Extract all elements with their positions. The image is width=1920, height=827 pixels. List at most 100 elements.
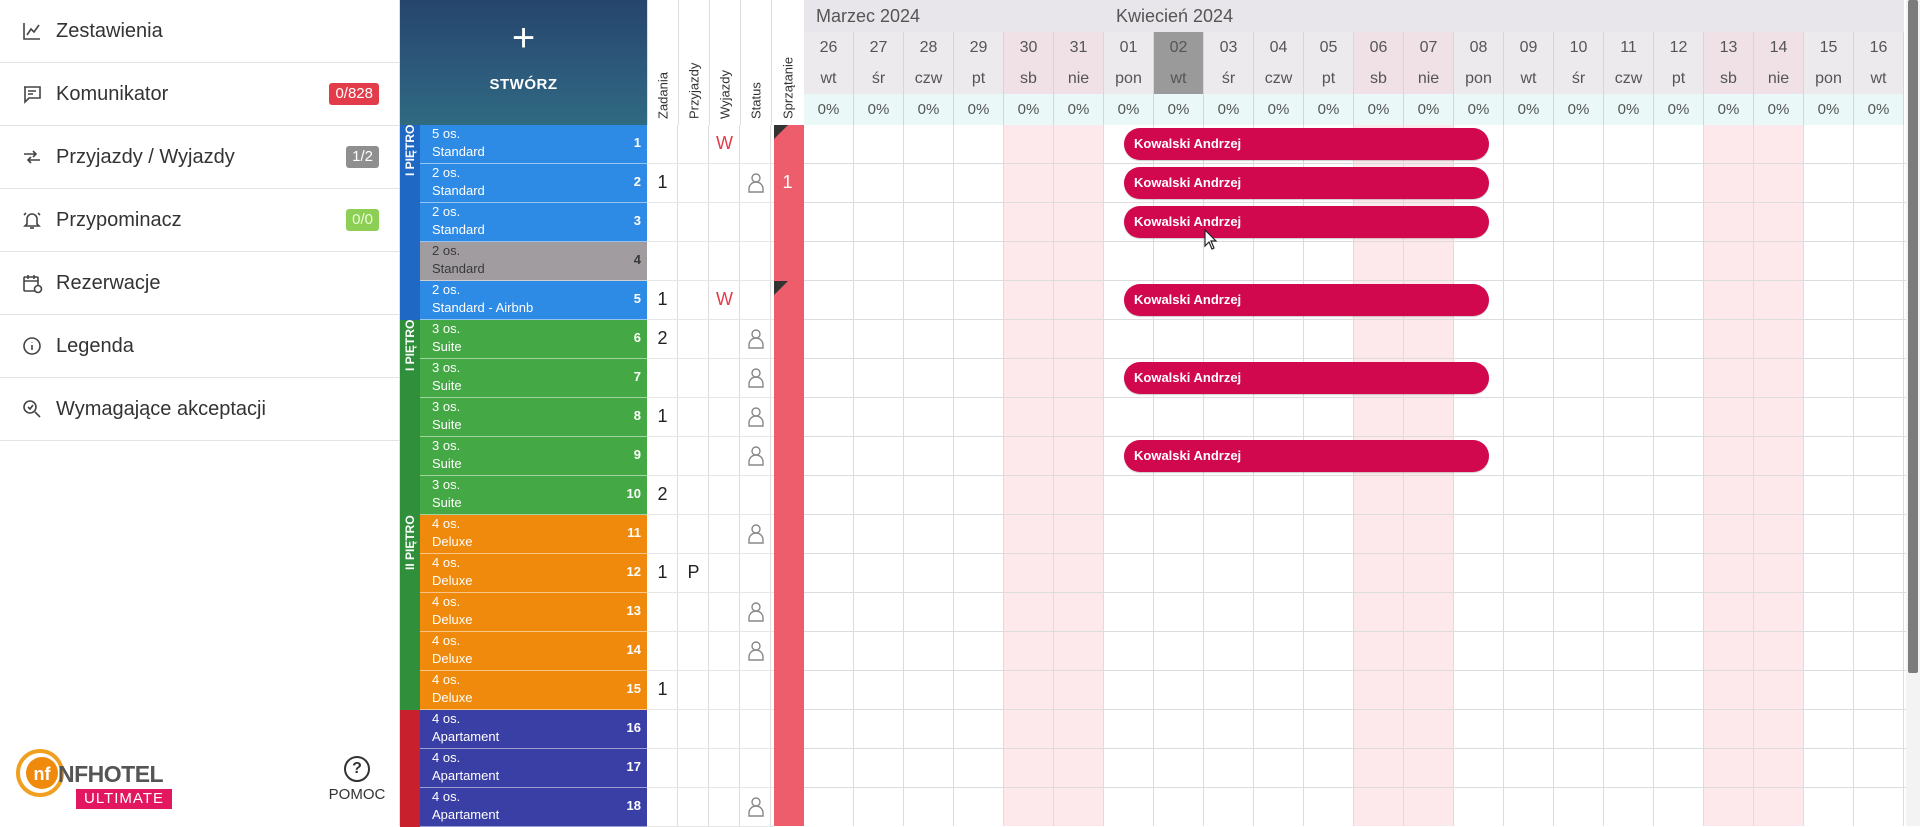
- day-column-header[interactable]: 16 wt 0%: [1854, 32, 1904, 125]
- room-row[interactable]: 4 os. Deluxe 12: [420, 554, 647, 593]
- floor-label: I PIĘTRO: [403, 320, 417, 372]
- room-row[interactable]: 4 os. Apartament 17: [420, 749, 647, 788]
- day-number: 04: [1254, 32, 1303, 63]
- person-icon[interactable]: [740, 601, 771, 628]
- person-icon[interactable]: [740, 406, 771, 433]
- booking-bar[interactable]: Kowalski Andrzej: [1124, 128, 1489, 160]
- room-row[interactable]: 3 os. Suite 6: [420, 320, 647, 359]
- room-row[interactable]: 3 os. Suite 10: [420, 476, 647, 515]
- day-column-header[interactable]: 30 sb 0%: [1004, 32, 1054, 125]
- occupancy-percent: 0%: [1304, 94, 1353, 125]
- person-icon[interactable]: [740, 445, 771, 472]
- cell-zadania[interactable]: 2: [657, 484, 668, 504]
- day-name: pon: [1104, 63, 1153, 94]
- cell-sprzatanie[interactable]: 1: [782, 172, 793, 192]
- room-row[interactable]: 4 os. Deluxe 11: [420, 515, 647, 554]
- cell-zadania[interactable]: 1: [657, 172, 668, 192]
- day-column-header[interactable]: 28 czw 0%: [904, 32, 954, 125]
- room-row[interactable]: 4 os. Apartament 18: [420, 788, 647, 827]
- day-column-header[interactable]: 31 nie 0%: [1054, 32, 1104, 125]
- column-header: Przyjazdy: [678, 0, 709, 125]
- person-icon[interactable]: [740, 367, 771, 394]
- create-button[interactable]: + STWÓRZ: [400, 0, 647, 125]
- day-number: 02: [1154, 32, 1203, 63]
- cell-przyjazdy[interactable]: P: [687, 562, 700, 582]
- room-row[interactable]: 4 os. Apartament 16: [420, 710, 647, 749]
- cell-zadania[interactable]: 1: [657, 679, 668, 699]
- day-name: sb: [1004, 63, 1053, 94]
- day-column-header[interactable]: 08 pon 0%: [1454, 32, 1504, 125]
- cell-zadania[interactable]: 1: [657, 562, 668, 582]
- cell-wyjazdy[interactable]: W: [716, 289, 733, 309]
- sidebar-item-legenda[interactable]: Legenda: [0, 315, 399, 378]
- cell-wyjazdy[interactable]: W: [716, 133, 733, 153]
- booking-bar[interactable]: Kowalski Andrzej: [1124, 362, 1489, 394]
- day-column-header[interactable]: 10 śr 0%: [1554, 32, 1604, 125]
- day-column-header[interactable]: 14 nie 0%: [1754, 32, 1804, 125]
- booking-bar[interactable]: Kowalski Andrzej: [1124, 440, 1489, 472]
- person-icon[interactable]: [740, 172, 771, 199]
- day-column-header[interactable]: 27 śr 0%: [854, 32, 904, 125]
- room-row[interactable]: 4 os. Deluxe 13: [420, 593, 647, 632]
- day-column-header[interactable]: 29 pt 0%: [954, 32, 1004, 125]
- room-row[interactable]: 3 os. Suite 7: [420, 359, 647, 398]
- booking-bar[interactable]: Kowalski Andrzej: [1124, 206, 1489, 238]
- day-column-header[interactable]: 13 sb 0%: [1704, 32, 1754, 125]
- person-icon[interactable]: [740, 328, 771, 355]
- room-number: 11: [627, 525, 641, 540]
- day-name: wt: [1504, 63, 1553, 94]
- grid-row: [804, 437, 1906, 476]
- day-column-header[interactable]: 05 pt 0%: [1304, 32, 1354, 125]
- cell-zadania[interactable]: 2: [657, 328, 668, 348]
- grid-row: [804, 320, 1906, 359]
- floor-band: [400, 320, 420, 515]
- booking-bar[interactable]: Kowalski Andrzej: [1124, 167, 1489, 199]
- day-name: pt: [1654, 63, 1703, 94]
- scrollbar-thumb[interactable]: [1908, 0, 1918, 673]
- room-row[interactable]: 4 os. Deluxe 15: [420, 671, 647, 710]
- day-column-header[interactable]: 11 czw 0%: [1604, 32, 1654, 125]
- day-column-header[interactable]: 07 nie 0%: [1404, 32, 1454, 125]
- calendar-grid[interactable]: Kowalski Andrzej Kowalski Andrzej Kowalski…: [804, 125, 1906, 826]
- sidebar-item-rezerwacje[interactable]: Rezerwacje: [0, 252, 399, 315]
- person-icon[interactable]: [740, 523, 771, 550]
- month-label: Marzec 2024: [804, 0, 1104, 32]
- grid-row: [804, 359, 1906, 398]
- row-divider: [647, 397, 774, 398]
- booking-bar[interactable]: Kowalski Andrzej: [1124, 284, 1489, 316]
- day-name: pt: [954, 63, 1003, 94]
- cell-zadania[interactable]: 1: [657, 289, 668, 309]
- help-button[interactable]: ? POMOC: [320, 756, 394, 803]
- room-row[interactable]: 2 os. Standard - Airbnb 5: [420, 281, 647, 320]
- sidebar: Zestawienia Komunikator 0/828 Przyjazdy / W…: [0, 0, 400, 826]
- vertical-scrollbar[interactable]: [1906, 0, 1920, 826]
- room-row[interactable]: 3 os. Suite 8: [420, 398, 647, 437]
- day-column-header[interactable]: 02 wt 0%: [1154, 32, 1204, 125]
- day-column-header[interactable]: 04 czw 0%: [1254, 32, 1304, 125]
- day-column-header[interactable]: 06 sb 0%: [1354, 32, 1404, 125]
- person-icon[interactable]: [740, 796, 771, 823]
- room-type: Apartament: [432, 729, 500, 744]
- cell-zadania[interactable]: 1: [657, 406, 668, 426]
- day-number: 01: [1104, 32, 1153, 63]
- person-icon[interactable]: [740, 640, 771, 667]
- sidebar-item-zestawienia[interactable]: Zestawienia: [0, 0, 399, 63]
- room-row[interactable]: 2 os. Standard 2: [420, 164, 647, 203]
- room-row[interactable]: 4 os. Deluxe 14: [420, 632, 647, 671]
- day-column-header[interactable]: 01 pon 0%: [1104, 32, 1154, 125]
- sidebar-item-przyjazdy-wyjazdy[interactable]: Przyjazdy / Wyjazdy 1/2: [0, 126, 399, 189]
- room-row[interactable]: 2 os. Standard 3: [420, 203, 647, 242]
- room-row[interactable]: 3 os. Suite 9: [420, 437, 647, 476]
- room-type: Suite: [432, 339, 462, 354]
- room-row[interactable]: 5 os. Standard 1: [420, 125, 647, 164]
- day-column-header[interactable]: 26 wt 0%: [804, 32, 854, 125]
- sidebar-item-komunikator[interactable]: Komunikator 0/828: [0, 63, 399, 126]
- room-row[interactable]: 2 os. Standard 4: [420, 242, 647, 281]
- day-column-header[interactable]: 15 pon 0%: [1804, 32, 1854, 125]
- sidebar-item-wymagające-akceptacji[interactable]: Wymagające akceptacji: [0, 378, 399, 441]
- day-column-header[interactable]: 12 pt 0%: [1654, 32, 1704, 125]
- day-column-header[interactable]: 09 wt 0%: [1504, 32, 1554, 125]
- grid-row: [804, 710, 1906, 749]
- day-column-header[interactable]: 03 śr 0%: [1204, 32, 1254, 125]
- sidebar-item-przypominacz[interactable]: Przypominacz 0/0: [0, 189, 399, 252]
